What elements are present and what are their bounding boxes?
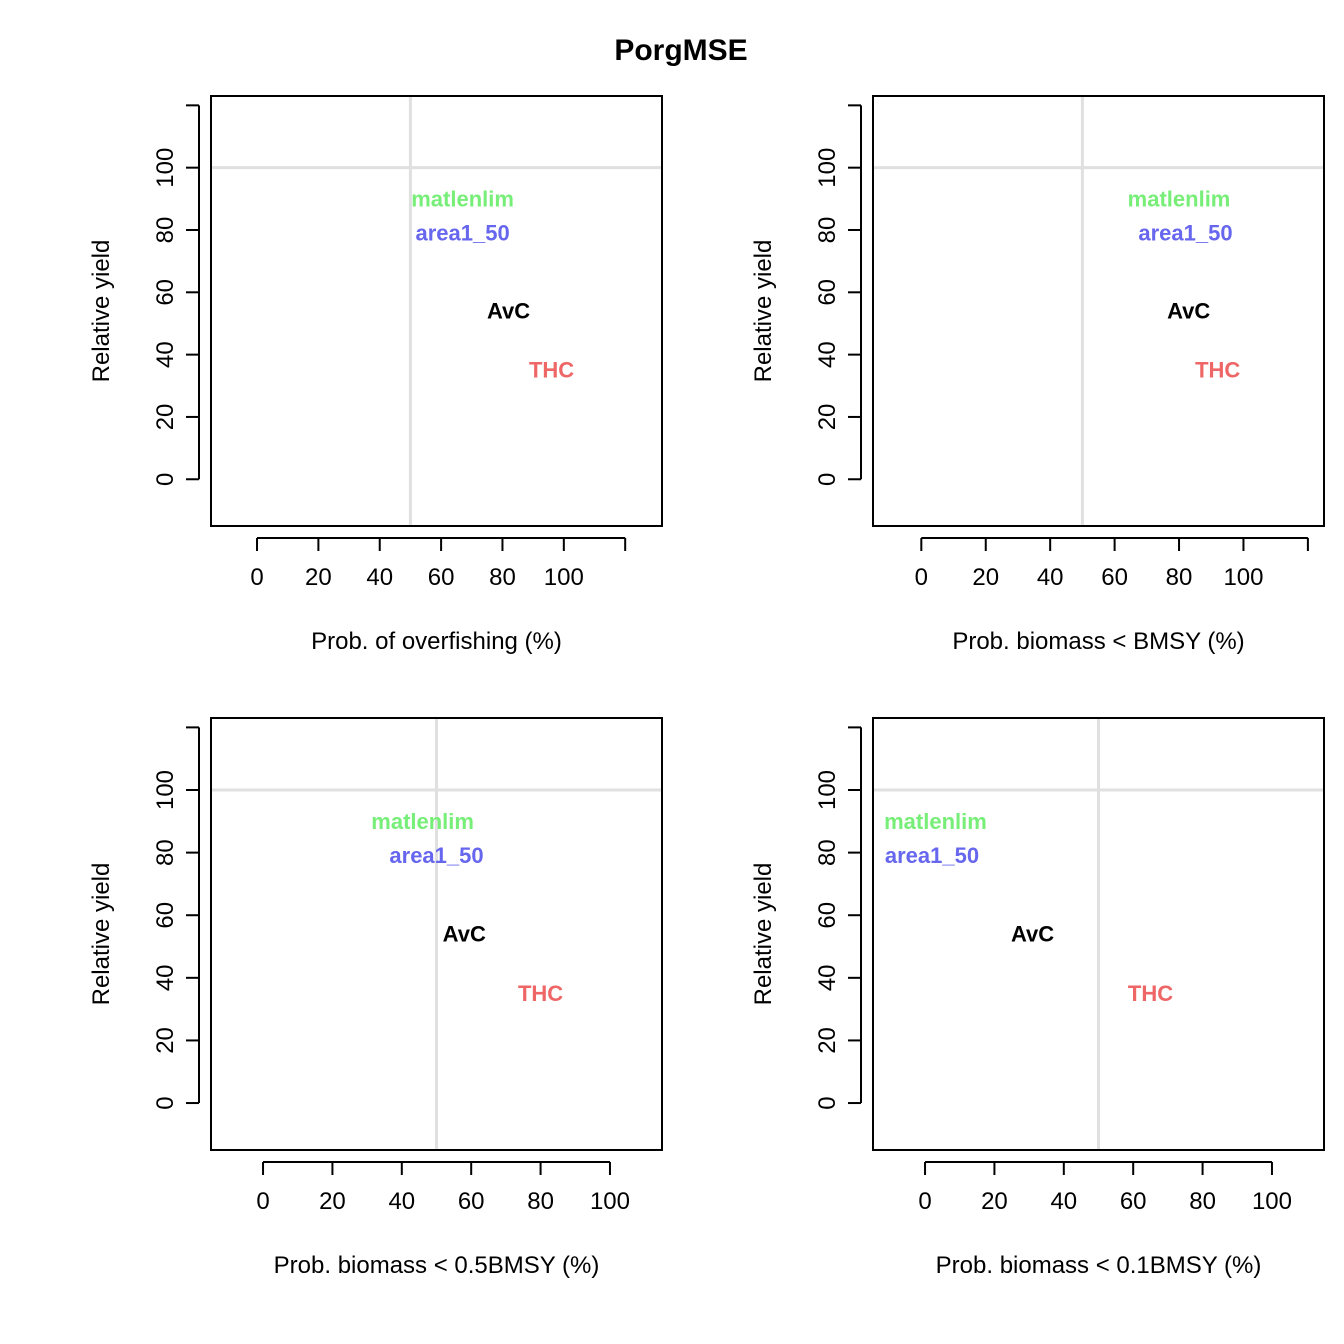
x-tick-label: 20 <box>981 1188 1008 1215</box>
point-label-avc: AvC <box>1011 922 1054 947</box>
x-axis-title: Prob. biomass < BMSY (%) <box>952 628 1244 655</box>
y-tick-label: 20 <box>814 404 841 431</box>
y-tick-label: 40 <box>814 964 841 991</box>
y-tick-label: 100 <box>814 148 841 188</box>
x-tick-label: 100 <box>1252 1188 1292 1215</box>
point-label-matlenlim: matlenlim <box>371 809 474 834</box>
y-tick-label: 20 <box>152 404 179 431</box>
y-tick-label: 80 <box>814 217 841 244</box>
y-tick-label: 60 <box>152 902 179 929</box>
x-axis-title: Prob. biomass < 0.1BMSY (%) <box>936 1252 1262 1279</box>
panel-biomass-bmsy: 0 20 40 60 80 100 0 20 40 60 80 100 Prob. biomass < … <box>750 95 1325 655</box>
x-tick-label: 20 <box>305 564 332 591</box>
y-tick-label: 80 <box>152 217 179 244</box>
y-axis-title: Relative yield <box>750 240 777 383</box>
x-axis-title: Prob. biomass < 0.5BMSY (%) <box>274 1252 600 1279</box>
y-axis-title: Relative yield <box>88 863 115 1006</box>
y-tick-label: 60 <box>814 902 841 929</box>
y-axis-title: Relative yield <box>750 863 777 1006</box>
point-label-matlenlim: matlenlim <box>411 186 514 211</box>
panel-overfishing: 0 20 40 60 80 100 0 20 40 60 80 100 Prob. of overfis… <box>88 95 663 655</box>
y-tick-label: 0 <box>814 1096 841 1109</box>
x-tick-label: 40 <box>388 1188 415 1215</box>
point-label-avc: AvC <box>487 299 530 324</box>
plot-frame <box>872 95 1325 527</box>
y-tick-label: 60 <box>152 279 179 306</box>
x-tick-label: 100 <box>590 1188 630 1215</box>
x-tick-label: 60 <box>1120 1188 1147 1215</box>
x-tick-label: 100 <box>544 564 584 591</box>
point-label-avc: AvC <box>443 922 486 947</box>
y-tick-label: 20 <box>814 1027 841 1054</box>
x-tick-label: 80 <box>489 564 516 591</box>
y-tick-label: 60 <box>814 279 841 306</box>
x-tick-label: 0 <box>256 1188 269 1215</box>
plot-frame <box>210 717 663 1151</box>
x-axis-title: Prob. of overfishing (%) <box>311 628 562 655</box>
point-label-avc: AvC <box>1167 299 1210 324</box>
x-tick-label: 80 <box>527 1188 554 1215</box>
y-tick-label: 100 <box>814 770 841 810</box>
x-tick-label: 40 <box>366 564 393 591</box>
x-tick-label: 0 <box>250 564 263 591</box>
x-tick-label: 0 <box>915 564 928 591</box>
point-label-area1-50: area1_50 <box>389 843 483 868</box>
y-tick-label: 40 <box>152 964 179 991</box>
point-label-thc: THC <box>1128 981 1173 1006</box>
y-tick-label: 0 <box>152 473 179 486</box>
point-label-thc: THC <box>529 358 574 383</box>
point-label-area1-50: area1_50 <box>415 221 509 246</box>
x-tick-label: 20 <box>319 1188 346 1215</box>
y-tick-label: 0 <box>152 1096 179 1109</box>
y-tick-label: 20 <box>152 1027 179 1054</box>
x-tick-label: 40 <box>1037 564 1064 591</box>
y-tick-label: 0 <box>814 473 841 486</box>
y-tick-label: 80 <box>152 839 179 866</box>
figure-title: PorgMSE <box>614 34 747 67</box>
point-label-matlenlim: matlenlim <box>1128 186 1231 211</box>
point-label-area1-50: area1_50 <box>1138 221 1232 246</box>
x-tick-label: 60 <box>428 564 455 591</box>
point-label-area1-50: area1_50 <box>885 843 979 868</box>
plot-frame <box>872 717 1325 1151</box>
x-tick-label: 60 <box>458 1188 485 1215</box>
y-tick-label: 80 <box>814 839 841 866</box>
point-label-thc: THC <box>518 981 563 1006</box>
point-label-thc: THC <box>1195 358 1240 383</box>
x-tick-label: 0 <box>918 1188 931 1215</box>
point-label-matlenlim: matlenlim <box>884 809 987 834</box>
y-axis-title: Relative yield <box>88 240 115 383</box>
x-tick-label: 80 <box>1166 564 1193 591</box>
y-tick-label: 40 <box>814 341 841 368</box>
x-tick-label: 20 <box>972 564 999 591</box>
x-tick-label: 80 <box>1189 1188 1216 1215</box>
plot-frame <box>210 95 663 527</box>
x-tick-label: 100 <box>1223 564 1263 591</box>
x-tick-label: 40 <box>1050 1188 1077 1215</box>
y-tick-label: 40 <box>152 341 179 368</box>
panel-biomass-0-5bmsy: 0 20 40 60 80 100 0 20 40 60 80 100 Prob. biomass < … <box>88 717 663 1279</box>
y-tick-label: 100 <box>152 148 179 188</box>
x-tick-label: 60 <box>1101 564 1128 591</box>
panel-biomass-0-1bmsy: 0 20 40 60 80 100 0 20 40 60 80 100 Prob. biomass < … <box>750 717 1325 1279</box>
y-tick-label: 100 <box>152 770 179 810</box>
